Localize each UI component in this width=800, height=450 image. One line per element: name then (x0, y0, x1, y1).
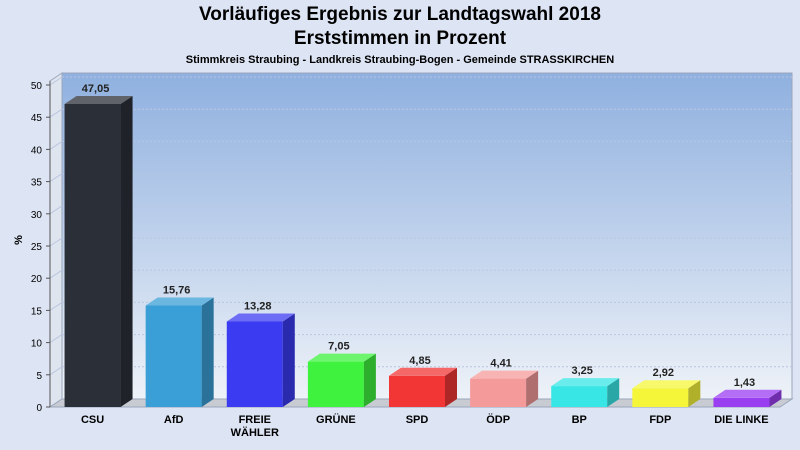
bar-front (713, 397, 770, 407)
bar-ödp (470, 370, 539, 407)
category-label: DIE LINKE (714, 414, 768, 426)
value-label: 4,85 (409, 355, 430, 367)
value-label: 47,05 (82, 83, 110, 95)
value-label: 1,43 (734, 377, 755, 389)
y-tick-label: 15 (31, 306, 43, 317)
y-tick-label: 10 (31, 339, 43, 350)
bar-csu (64, 95, 133, 408)
y-tick-label: 25 (31, 242, 43, 253)
bar-side (688, 380, 701, 407)
gridline-side (49, 76, 63, 86)
bar-top (632, 380, 701, 389)
y-tick-label: 35 (31, 178, 43, 189)
bar-side (445, 367, 457, 407)
chart-subtitle: Stimmkreis Straubing - Landkreis Straubi… (185, 54, 615, 66)
gridline-side (49, 334, 63, 344)
bar-side (363, 353, 376, 407)
value-label: 4,41 (490, 358, 511, 370)
bar-top (307, 353, 376, 362)
bar-side (769, 389, 782, 407)
bar-top (145, 297, 214, 306)
bar-front (307, 361, 364, 407)
gridline-side (49, 301, 63, 311)
gridline-side (49, 108, 63, 118)
bar-front (389, 375, 445, 407)
bar-front (64, 103, 121, 408)
bar-top (226, 313, 295, 322)
bar-die-linke (713, 389, 782, 407)
category-label: CSU (81, 414, 104, 426)
bar-bp (551, 378, 620, 407)
chart-title-line2: Erststimmen in Prozent (293, 28, 507, 49)
y-tick-label: 40 (31, 145, 43, 156)
category-label: GRÜNE (316, 413, 356, 426)
gridline-side (49, 269, 63, 279)
bar-top (551, 378, 620, 387)
bar-front (470, 378, 527, 407)
gridline-side (49, 366, 63, 376)
bar-front (551, 386, 608, 407)
plot-side-wall (49, 72, 63, 408)
gridline-side (49, 173, 63, 183)
category-label: BP (572, 414, 587, 426)
bar-side (120, 95, 133, 408)
y-tick-label: 20 (31, 274, 43, 285)
category-label: FREIE (239, 414, 271, 426)
y-tick-label: 45 (31, 113, 43, 124)
category-label: FDP (649, 414, 671, 426)
bar-front (632, 388, 689, 407)
bar-front (145, 305, 202, 407)
y-axis-label: % (13, 235, 25, 245)
value-label: 7,05 (328, 341, 349, 353)
bar-afd (145, 297, 214, 407)
bar-side (607, 378, 620, 407)
y-tick-label: 30 (31, 210, 43, 221)
category-label: ÖDP (486, 413, 510, 426)
value-label: 3,25 (572, 365, 593, 377)
bar-freie-wähler (226, 313, 295, 407)
value-label: 15,76 (163, 285, 191, 297)
bar-spd (389, 367, 457, 407)
bar-top (64, 95, 133, 104)
y-tick-label: 0 (36, 403, 42, 414)
bar-grüne (307, 353, 376, 407)
bar-side (282, 313, 295, 407)
category-label: AfD (164, 414, 184, 426)
category-label: WÄHLER (231, 426, 279, 439)
bar-side (526, 370, 539, 407)
bar-side (201, 297, 214, 407)
y-tick-label: 5 (36, 371, 42, 382)
bar-top (470, 370, 539, 379)
chart-title: Vorläufiges Ergebnis zur Landtagswahl 20… (199, 4, 601, 25)
value-label: 2,92 (653, 367, 674, 379)
gridline-side (49, 237, 63, 247)
value-label: 13,28 (244, 300, 272, 312)
y-tick-label: 50 (31, 81, 43, 92)
gridline-side (49, 140, 63, 150)
bar-top (713, 389, 782, 398)
category-label: SPD (406, 414, 429, 426)
gridline-side (49, 205, 63, 215)
bar-top (389, 367, 457, 376)
bar-front (226, 321, 283, 407)
bar-fdp (632, 380, 701, 407)
